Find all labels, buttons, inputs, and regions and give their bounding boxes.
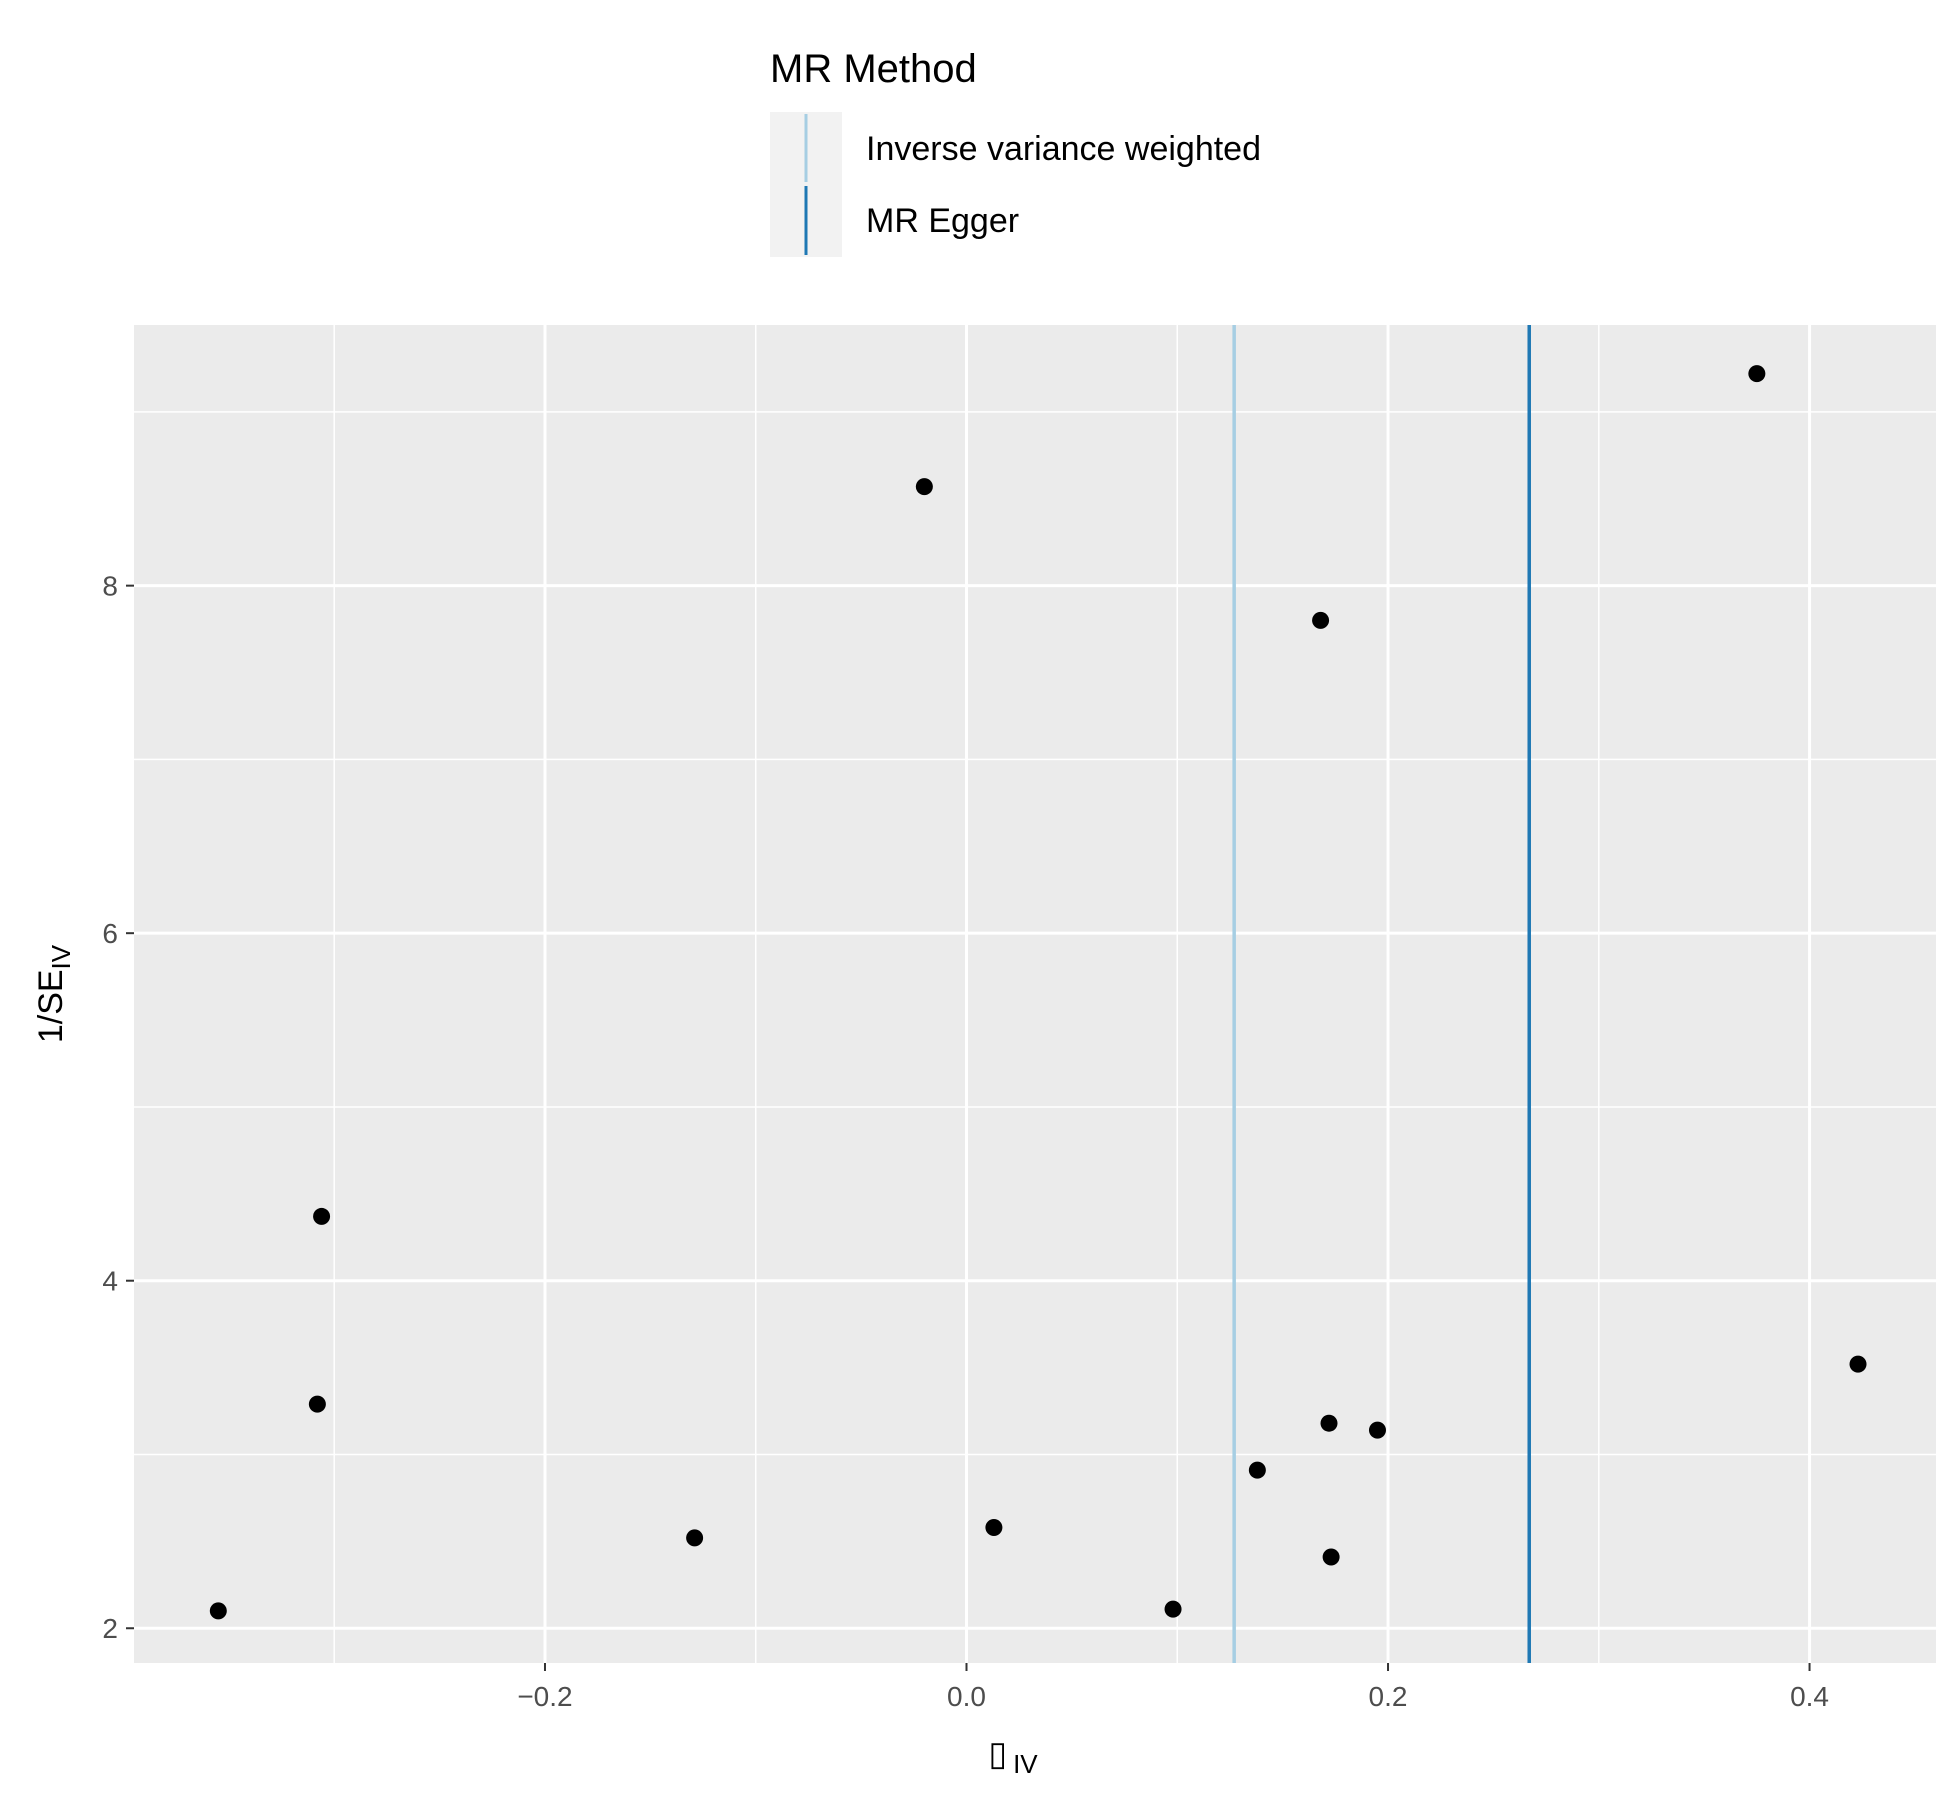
legend-label-egger: MR Egger (866, 202, 1019, 240)
data-point (1368, 1421, 1386, 1439)
data-point (1320, 1414, 1338, 1432)
data-point (1164, 1600, 1182, 1618)
data-point (686, 1529, 704, 1547)
x-axis-title: ▯ IV (988, 1735, 1038, 1779)
y-tick-label: 2 (102, 1613, 118, 1644)
data-point (915, 478, 933, 496)
legend: MR Method Inverse variance weighted MR E… (770, 47, 1261, 257)
y-axis: 2 4 6 8 (102, 571, 134, 1644)
data-point (308, 1395, 326, 1413)
x-axis-title-main: ▯ (988, 1735, 1007, 1773)
data-point (313, 1207, 331, 1225)
x-tick-label: 0.4 (1790, 1681, 1829, 1712)
y-tick-label: 6 (102, 918, 118, 949)
data-points (209, 365, 1867, 1620)
legend-label-ivw: Inverse variance weighted (866, 130, 1261, 168)
y-axis-title-main: 1/SE (32, 969, 70, 1043)
x-axis: −0.2 0.0 0.2 0.4 (517, 1663, 1829, 1712)
data-point (1312, 611, 1330, 629)
data-point (1248, 1461, 1266, 1479)
x-tick-label: 0.2 (1369, 1681, 1408, 1712)
y-tick-label: 4 (102, 1266, 118, 1297)
data-point (1748, 365, 1766, 383)
y-axis-title: 1/SEIV (32, 944, 76, 1043)
x-axis-title-subscript: IV (1013, 1749, 1038, 1779)
x-tick-label: 0.0 (947, 1681, 986, 1712)
data-point (1322, 1548, 1340, 1566)
major-gridlines (134, 325, 1936, 1663)
y-tick-label: 8 (102, 571, 118, 602)
data-point (1849, 1355, 1867, 1373)
plot-panel (134, 325, 1936, 1663)
minor-gridlines (134, 325, 1936, 1663)
x-tick-label: −0.2 (517, 1681, 572, 1712)
legend-title: MR Method (770, 47, 977, 91)
data-point (985, 1518, 1003, 1536)
data-point (209, 1602, 227, 1620)
method-lines (1232, 325, 1531, 1663)
y-axis-title-subscript: IV (46, 944, 76, 969)
